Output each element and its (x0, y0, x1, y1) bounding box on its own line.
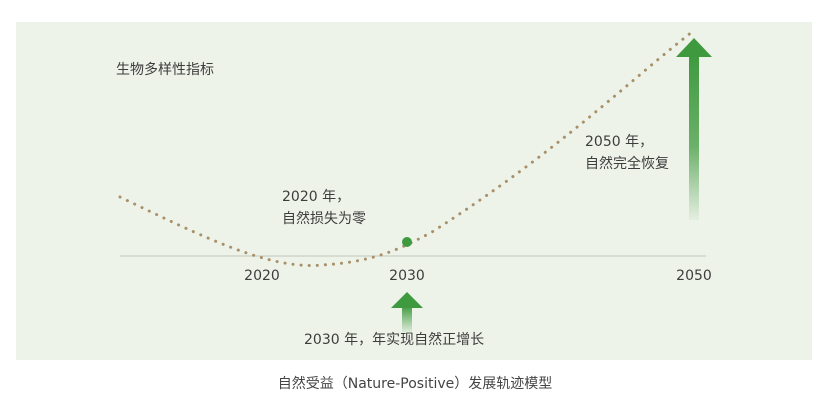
trajectory-curve (118, 30, 694, 268)
x-tick-2030: 2030 (389, 268, 425, 284)
annotation-2050-line2: 自然完全恢复 (585, 156, 669, 172)
x-tick-2020: 2020 (244, 268, 280, 284)
arrow-up-2050-icon (676, 38, 712, 220)
annotation-2020-line1: 2020 年， (282, 189, 351, 205)
y-axis-label: 生物多样性指标 (116, 62, 214, 78)
annotation-2050-line1: 2050 年， (585, 134, 654, 150)
arrow-up-2030-icon (391, 292, 423, 333)
figure-caption: 自然受益（Nature-Positive）发展轨迹模型 (277, 376, 553, 392)
x-tick-2050: 2050 (676, 268, 712, 284)
milestone-dot-2030-icon (402, 237, 412, 247)
annotation-2020-line2: 自然损失为零 (282, 211, 366, 227)
annotation-2030: 2030 年，年实现自然正增长 (304, 332, 485, 348)
